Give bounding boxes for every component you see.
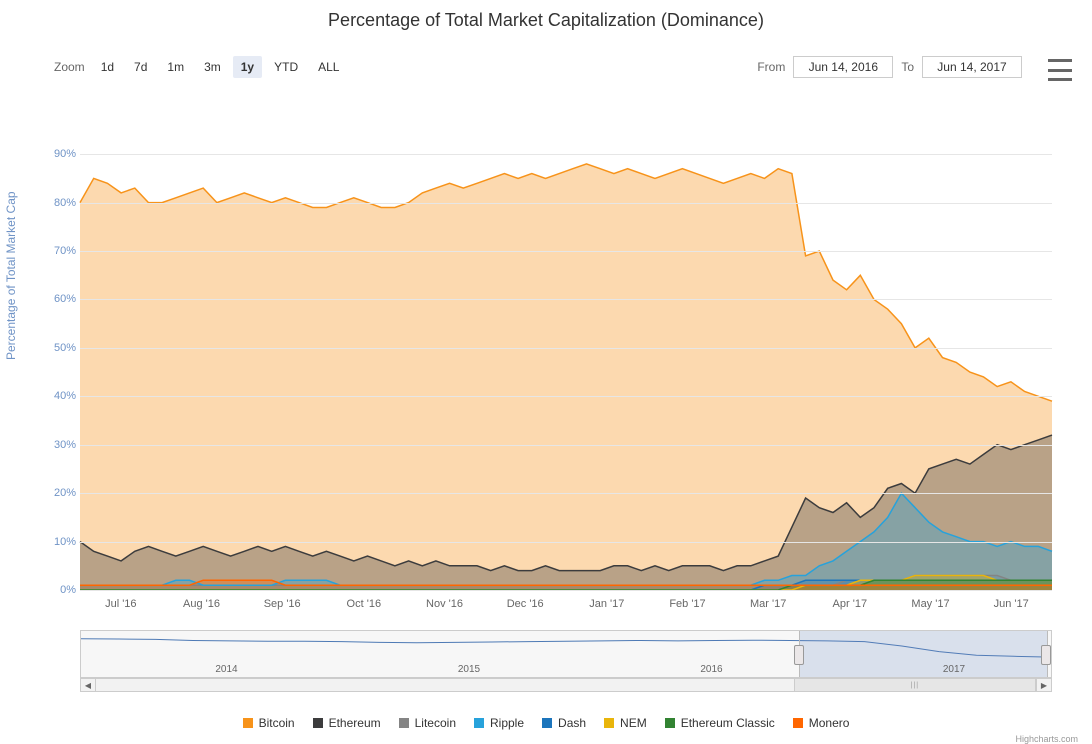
gridline <box>80 396 1052 397</box>
legend-swatch <box>604 718 614 728</box>
scrollbar-thumb[interactable]: ||| <box>794 679 1037 691</box>
navigator-selection[interactable] <box>799 631 1048 677</box>
legend-item-nem[interactable]: NEM <box>604 716 647 730</box>
ytick: 50% <box>44 342 76 354</box>
plot-area[interactable] <box>80 130 1052 590</box>
legend-label: Dash <box>558 716 586 730</box>
legend-swatch <box>399 718 409 728</box>
xtick: Dec '16 <box>507 598 544 610</box>
xtick: Apr '17 <box>833 598 868 610</box>
gridline <box>80 348 1052 349</box>
legend-item-ethereum[interactable]: Ethereum <box>313 716 381 730</box>
legend-item-dash[interactable]: Dash <box>542 716 586 730</box>
legend-label: Bitcoin <box>259 716 295 730</box>
navigator-year-label: 2015 <box>458 664 480 675</box>
gridline <box>80 542 1052 543</box>
legend-label: Ethereum <box>329 716 381 730</box>
legend-label: Litecoin <box>415 716 456 730</box>
date-range: From To <box>757 56 1022 78</box>
ytick: 30% <box>44 439 76 451</box>
navigator-handle-left[interactable] <box>794 645 804 665</box>
navigator-year-label: 2016 <box>700 664 722 675</box>
ytick: 20% <box>44 487 76 499</box>
navigator-year-label: 2017 <box>943 664 965 675</box>
xtick: Jun '17 <box>994 598 1029 610</box>
legend-swatch <box>542 718 552 728</box>
zoom-3m-button[interactable]: 3m <box>196 56 229 78</box>
xtick: Oct '16 <box>347 598 382 610</box>
legend-swatch <box>243 718 253 728</box>
zoom-7d-button[interactable]: 7d <box>126 56 155 78</box>
xtick: Mar '17 <box>750 598 786 610</box>
ytick: 80% <box>44 197 76 209</box>
to-label: To <box>901 60 914 74</box>
xtick: Jan '17 <box>589 598 624 610</box>
navigator-scrollbar[interactable]: ◀ ▶ ||| <box>80 678 1052 692</box>
zoom-1y-button[interactable]: 1y <box>233 56 262 78</box>
gridline <box>80 493 1052 494</box>
gridline <box>80 251 1052 252</box>
gridline <box>80 203 1052 204</box>
ytick: 90% <box>44 148 76 160</box>
ytick: 70% <box>44 245 76 257</box>
scroll-left-button[interactable]: ◀ <box>81 679 96 691</box>
credits: Highcharts.com <box>1015 734 1078 744</box>
from-label: From <box>757 60 785 74</box>
navigator-handle-right[interactable] <box>1041 645 1051 665</box>
xtick: Sep '16 <box>264 598 301 610</box>
xtick: Feb '17 <box>669 598 705 610</box>
legend-item-litecoin[interactable]: Litecoin <box>399 716 456 730</box>
legend-label: Ripple <box>490 716 524 730</box>
gridline <box>80 154 1052 155</box>
xtick: Aug '16 <box>183 598 220 610</box>
legend-label: NEM <box>620 716 647 730</box>
ytick: 40% <box>44 390 76 402</box>
legend: Bitcoin Ethereum Litecoin Ripple Dash NEM Ethe… <box>0 716 1092 730</box>
legend-item-bitcoin[interactable]: Bitcoin <box>243 716 295 730</box>
zoom-YTD-button[interactable]: YTD <box>266 56 306 78</box>
legend-item-ripple[interactable]: Ripple <box>474 716 524 730</box>
legend-swatch <box>665 718 675 728</box>
navigator[interactable]: 2014 2015 2016 2017 <box>80 630 1052 678</box>
zoom-1d-button[interactable]: 1d <box>93 56 122 78</box>
ytick: 60% <box>44 293 76 305</box>
legend-swatch <box>793 718 803 728</box>
legend-label: Monero <box>809 716 850 730</box>
chart-root: Percentage of Total Market Capitalizatio… <box>0 0 1092 744</box>
zoom-1m-button[interactable]: 1m <box>159 56 192 78</box>
yaxis-title: Percentage of Total Market Cap <box>4 191 18 360</box>
gridline <box>80 445 1052 446</box>
xtick: Jul '16 <box>105 598 136 610</box>
zoom-label: Zoom <box>54 60 85 74</box>
zoom-ALL-button[interactable]: ALL <box>310 56 347 78</box>
legend-item-monero[interactable]: Monero <box>793 716 850 730</box>
legend-item-ethereum-classic[interactable]: Ethereum Classic <box>665 716 775 730</box>
ytick: 10% <box>44 536 76 548</box>
legend-label: Ethereum Classic <box>681 716 775 730</box>
legend-swatch <box>474 718 484 728</box>
legend-swatch <box>313 718 323 728</box>
gridline <box>80 299 1052 300</box>
navigator-year-label: 2014 <box>215 664 237 675</box>
toolbar: Zoom 1d7d1m3m1yYTDALL From To <box>0 56 1092 84</box>
gridline <box>80 590 1052 591</box>
zoom-controls: Zoom 1d7d1m3m1yYTDALL <box>54 56 347 78</box>
xtick: Nov '16 <box>426 598 463 610</box>
context-menu-button[interactable] <box>1048 56 1072 84</box>
to-date-input[interactable] <box>922 56 1022 78</box>
ytick: 0% <box>44 584 76 596</box>
chart-title: Percentage of Total Market Capitalizatio… <box>0 0 1092 31</box>
from-date-input[interactable] <box>793 56 893 78</box>
xtick: May '17 <box>911 598 949 610</box>
scroll-right-button[interactable]: ▶ <box>1036 679 1051 691</box>
